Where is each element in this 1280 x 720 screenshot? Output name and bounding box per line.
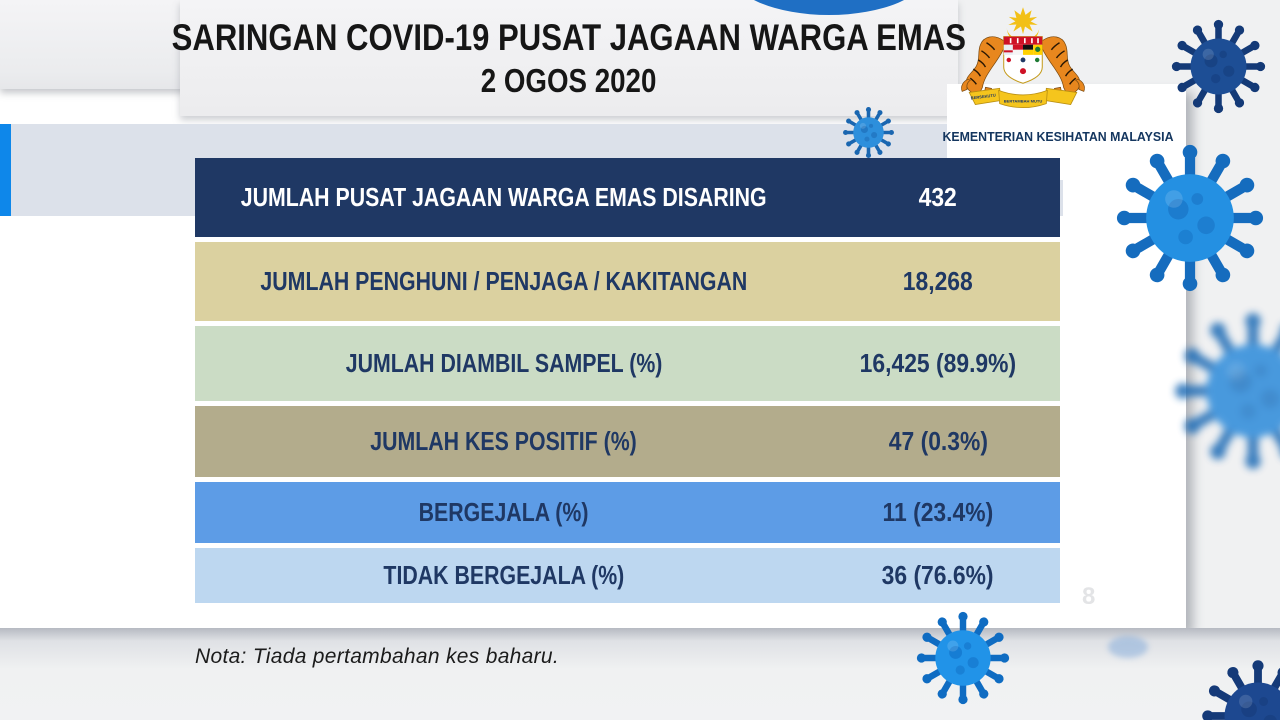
coronavirus-icon (1172, 310, 1280, 472)
row-value: 47 (0.3%) (888, 426, 988, 456)
title-banner: SARINGAN COVID-19 PUSAT JAGAAN WARGA EMA… (172, 0, 966, 116)
row-label: BERGEJALA (%) (419, 497, 589, 527)
table-row: JUMLAH DIAMBIL SAMPEL (%) 16,425 (89.9%) (195, 326, 1060, 401)
table-row: JUMLAH KES POSITIF (%) 47 (0.3%) (195, 406, 1060, 477)
row-label: JUMLAH DIAMBIL SAMPEL (%) (345, 348, 663, 378)
row-value: 36 (76.6%) (882, 560, 994, 590)
row-label: TIDAK BERGEJALA (%) (383, 560, 625, 590)
coronavirus-icon (842, 106, 895, 159)
row-label: JUMLAH PENGHUNI / PENJAGA / KAKITANGAN (260, 266, 748, 296)
coronavirus-icon (915, 610, 1011, 706)
table-row: JUMLAH PENGHUNI / PENJAGA / KAKITANGAN 1… (195, 242, 1060, 321)
accent-strip (0, 124, 11, 216)
motto-left-text: BERSEKUTU (970, 92, 996, 100)
ministry-name: KEMENTERIAN KESIHATAN MALAYSIA (942, 129, 1174, 144)
coronavirus-icon (1170, 18, 1267, 115)
screening-table: JUMLAH PUSAT JAGAAN WARGA EMAS DISARING … (195, 158, 1060, 603)
coronavirus-icon (753, 0, 905, 15)
row-value: 11 (23.4%) (882, 497, 994, 527)
page-title: SARINGAN COVID-19 PUSAT JAGAAN WARGA EMA… (171, 17, 967, 59)
row-label: JUMLAH KES POSITIF (%) (370, 426, 638, 456)
row-value: 432 (918, 182, 958, 212)
malaysia-coat-of-arms-icon: BERSEKUTU BERTAMBAH MUTU (961, 7, 1085, 109)
page-subtitle-date: 2 OGOS 2020 (481, 62, 657, 100)
footnote: Nota: Tiada pertambahan kes baharu. (195, 645, 560, 668)
row-label: JUMLAH PUSAT JAGAAN WARGA EMAS DISARING (241, 182, 767, 212)
coronavirus-icon (1200, 658, 1280, 720)
table-row: JUMLAH PUSAT JAGAAN WARGA EMAS DISARING … (195, 158, 1060, 237)
footer-band (0, 628, 1280, 720)
slide-number: 8 (1082, 583, 1096, 610)
title-banner-left (0, 0, 187, 89)
row-value: 16,425 (89.9%) (859, 348, 1017, 378)
row-value: 18,268 (903, 266, 973, 296)
table-row: TIDAK BERGEJALA (%) 36 (76.6%) (195, 548, 1060, 603)
motto-right-text: BERTAMBAH MUTU (1004, 99, 1043, 104)
table-row: BERGEJALA (%) 11 (23.4%) (195, 482, 1060, 543)
coronavirus-icon (1108, 636, 1148, 658)
coronavirus-icon (1114, 142, 1266, 294)
